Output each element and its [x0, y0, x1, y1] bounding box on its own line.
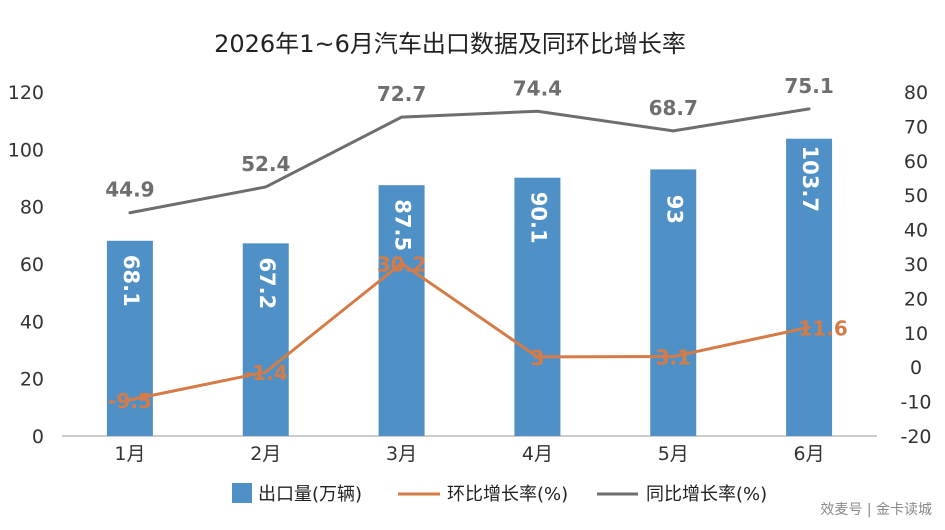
y-right-tick-label: 50 — [904, 185, 928, 207]
x-tick-label: 1月 — [114, 443, 145, 465]
yoy-data-label: 44.9 — [105, 178, 154, 202]
y-right-tick-label: 30 — [904, 254, 928, 276]
mom-data-label: 3.1 — [656, 346, 691, 370]
bar-data-label: 90.1 — [526, 192, 550, 244]
yoy-data-label: 68.7 — [649, 96, 698, 120]
legend-label-mom: 环比增长率(%) — [447, 484, 568, 505]
legend-swatch-export — [232, 483, 252, 503]
y-left-tick-label: 0 — [32, 426, 44, 448]
chart-title: 2026年1~6月汽车出口数据及同环比增长率 — [214, 30, 686, 58]
bar — [650, 169, 697, 436]
y-right-tick-label: 20 — [904, 288, 928, 310]
yoy-growth-line — [128, 107, 811, 215]
y-left-tick-label: 100 — [8, 139, 44, 161]
mom-data-label: 3 — [530, 346, 544, 370]
mom-data-label: -9.5 — [108, 389, 152, 413]
bar — [786, 138, 833, 436]
y-right-tick-label: 40 — [904, 220, 928, 242]
bar — [514, 177, 561, 437]
bar — [106, 240, 153, 436]
legend: 出口量(万辆) 环比增长率(%) 同比增长率(%) — [232, 483, 767, 505]
mom-data-label: 11.6 — [798, 316, 847, 340]
y-right-tick-label: -10 — [900, 392, 931, 414]
bar-series-export — [106, 138, 833, 437]
line-series — [128, 107, 811, 402]
y-left-tick-label: 20 — [20, 369, 44, 391]
y-left-tick-label: 40 — [20, 311, 44, 333]
bar-data-label: 93 — [662, 195, 686, 224]
x-tick-label: 5月 — [658, 443, 689, 465]
yoy-data-label: 75.1 — [784, 74, 833, 98]
bar-data-label: 67.2 — [255, 257, 279, 309]
y-right-tick-label: 60 — [904, 151, 928, 173]
y-left-tick-label: 120 — [8, 82, 44, 104]
bar-data-label: 87.5 — [391, 199, 415, 251]
y-right-tick-label: -20 — [900, 426, 931, 448]
y-right-tick-label: 80 — [904, 82, 928, 104]
x-tick-label: 3月 — [386, 443, 417, 465]
mom-data-label: 30.2 — [377, 252, 426, 276]
mom-growth-line — [128, 261, 811, 402]
y-right-tick-label: 10 — [904, 323, 928, 345]
bar — [242, 243, 289, 436]
bar — [378, 185, 425, 436]
yoy-data-label: 52.4 — [241, 152, 290, 176]
bar-data-label: 68.1 — [119, 255, 143, 307]
watermark: 效麦号 | 金卡读城 — [820, 501, 932, 518]
bar-data-label: 103.7 — [798, 146, 822, 212]
x-tick-label: 6月 — [794, 443, 825, 465]
data-labels: 68.1 67.2 87.5 90.1 93 103.7 -9.5 -1.4 30.2 3 3.1 1… — [105, 74, 848, 413]
y-left-tick-label: 60 — [20, 254, 44, 276]
mom-data-label: -1.4 — [244, 361, 288, 385]
x-tick-label: 2月 — [250, 443, 281, 465]
y-left-tick-label: 80 — [20, 197, 44, 219]
y-right-tick-label: 70 — [904, 116, 928, 138]
legend-label-yoy: 同比增长率(%) — [646, 484, 767, 505]
x-tick-label: 4月 — [522, 443, 553, 465]
y-right-tick-label: 0 — [910, 357, 922, 379]
legend-label-export: 出口量(万辆) — [258, 484, 362, 505]
yoy-data-label: 72.7 — [377, 82, 426, 106]
yoy-data-label: 74.4 — [513, 76, 562, 100]
axes: 0 20 40 60 80 100 120 -20 -10 0 10 20 30 40 50 60 70 80 1月… — [8, 82, 932, 465]
